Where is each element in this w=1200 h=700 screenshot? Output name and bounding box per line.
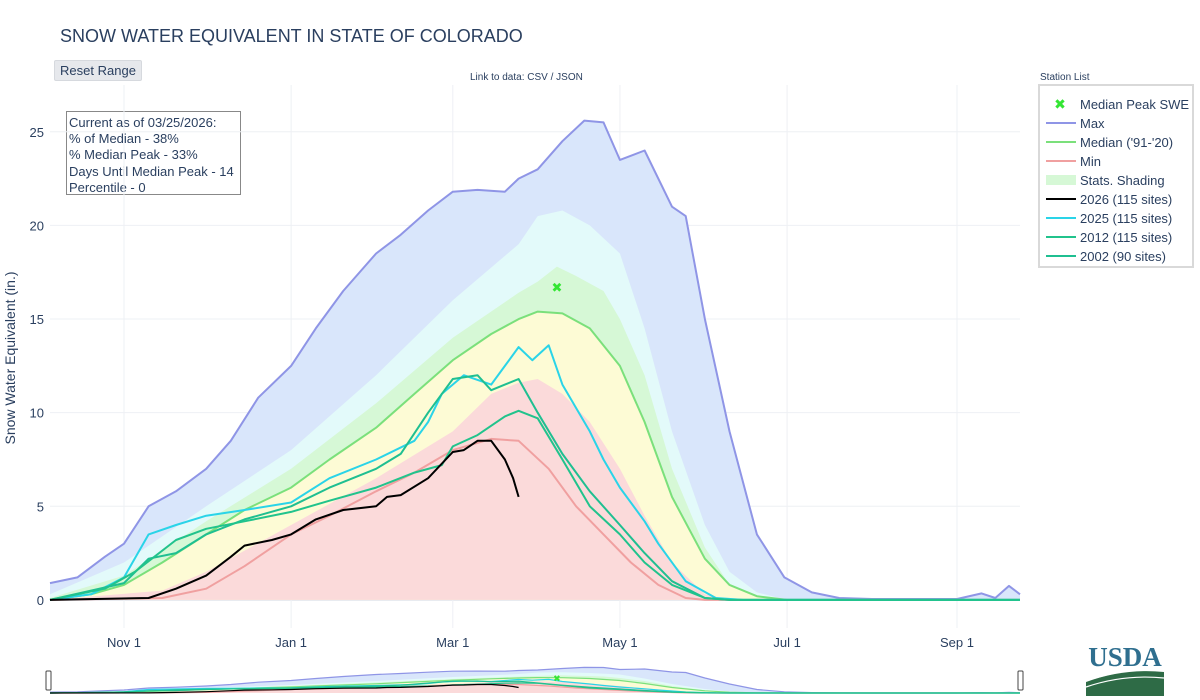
current-status-box: Current as of 03/25/2026: % of Median - … <box>66 111 241 195</box>
usda-logo-text: USDA <box>1088 642 1162 672</box>
x-tick-label: Jul 1 <box>773 635 800 650</box>
y-tick-label: 15 <box>30 312 44 327</box>
legend-label: 2012 (115 sites) <box>1080 230 1173 245</box>
legend-item-2025[interactable]: 2025 (115 sites) <box>1040 209 1192 228</box>
legend-label: 2025 (115 sites) <box>1080 211 1173 226</box>
stats-shading-band <box>50 379 1020 600</box>
line-swatch-icon <box>1046 217 1076 219</box>
legend-label: Min <box>1080 154 1101 169</box>
y-tick-label: 10 <box>30 406 44 421</box>
legend-label: Stats. Shading <box>1080 173 1165 188</box>
legend-label: Max <box>1080 116 1105 131</box>
series-line-y2025 <box>49 344 1020 601</box>
page-title: SNOW WATER EQUIVALENT IN STATE OF COLORA… <box>60 26 523 46</box>
y-tick-label: 20 <box>30 218 44 233</box>
info-line: Percentile - 0 <box>69 179 146 195</box>
reset-range-button[interactable]: Reset Range <box>54 60 142 81</box>
line-swatch-icon <box>1046 198 1076 200</box>
legend-item-2002[interactable]: 2002 (90 sites) <box>1040 247 1192 266</box>
legend-item-min[interactable]: Min <box>1040 152 1192 171</box>
x-tick-label: May 1 <box>602 635 637 650</box>
csv-link[interactable]: CSV <box>527 72 548 83</box>
series-line-y2002 <box>49 374 1020 601</box>
info-line: Current as of 03/25/2026: <box>69 115 217 130</box>
y-tick-label: 0 <box>37 593 44 608</box>
legend-item-median-peak[interactable]: ✖ Median Peak SWE <box>1040 95 1192 114</box>
info-line: Days Until Median Peak - 14 <box>69 163 234 179</box>
range-slider: ✖ <box>45 666 1024 694</box>
series-line-y2012 <box>49 409 1020 601</box>
svg-text:✖: ✖ <box>1054 97 1066 111</box>
x-tick-label: Sep 1 <box>940 635 974 650</box>
legend-label: Median ('91-'20) <box>1080 135 1174 150</box>
legend-label: Median Peak SWE <box>1080 97 1190 112</box>
fill-swatch-icon <box>1046 175 1076 185</box>
data-links: Link to data: CSV / JSON <box>470 72 583 83</box>
y-tick-label: 5 <box>37 499 44 514</box>
line-swatch-icon <box>1046 255 1076 257</box>
link-prefix: Link to data: <box>470 72 525 83</box>
series-line-y2026 <box>49 439 520 601</box>
x-marker-icon: ✖ <box>1054 97 1066 111</box>
x-tick-label: Jan 1 <box>275 635 307 650</box>
legend: ✖ Median Peak SWE Max Median ('91-'20) M… <box>1038 84 1194 268</box>
y-tick-label: 25 <box>30 125 44 140</box>
legend-item-stats-shading[interactable]: Stats. Shading <box>1040 171 1192 190</box>
series-line-y2026 <box>49 683 519 694</box>
legend-label: 2002 (90 sites) <box>1080 249 1166 264</box>
line-swatch-icon <box>1046 160 1076 162</box>
legend-item-2012[interactable]: 2012 (115 sites) <box>1040 228 1192 247</box>
x-tick-label: Mar 1 <box>436 635 469 650</box>
legend-label: 2026 (115 sites) <box>1080 192 1173 207</box>
median-peak-marker: ✖ <box>553 673 561 683</box>
json-link[interactable]: JSON <box>556 72 583 83</box>
station-list-link[interactable]: Station List <box>1040 72 1090 83</box>
median-peak-marker: ✖ <box>551 280 562 295</box>
legend-item-median[interactable]: Median ('91-'20) <box>1040 133 1192 152</box>
range-slider-right-handle[interactable] <box>1017 670 1024 691</box>
legend-item-2026[interactable]: 2026 (115 sites) <box>1040 190 1192 209</box>
legend-item-max[interactable]: Max <box>1040 114 1192 133</box>
range-slider-left-handle[interactable] <box>45 670 52 691</box>
link-separator: / <box>550 72 554 83</box>
y-axis-title: Snow Water Equivalent (in.) <box>2 272 18 445</box>
info-line: % Median Peak - 33% <box>69 147 198 163</box>
line-swatch-icon <box>1046 141 1076 143</box>
line-swatch-icon <box>1046 236 1076 238</box>
series-line-max <box>49 119 1021 600</box>
line-swatch-icon <box>1046 122 1076 124</box>
series-line-min <box>49 437 1020 601</box>
plot-area: ✖ <box>49 119 1021 601</box>
usda-logo: USDA <box>1085 642 1165 696</box>
x-tick-label: Nov 1 <box>107 635 141 650</box>
